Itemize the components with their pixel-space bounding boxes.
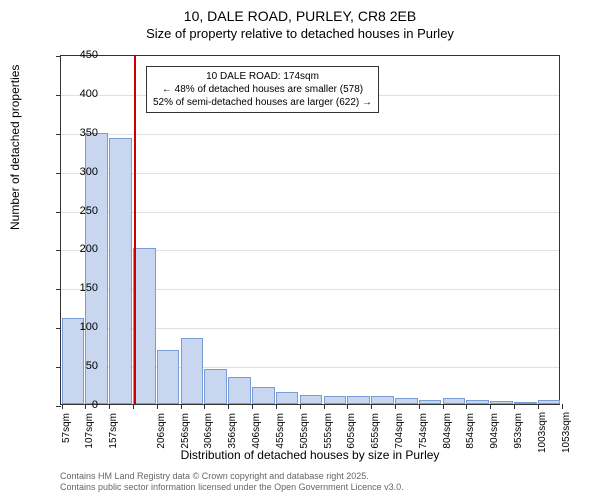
y-tick-mark (56, 95, 61, 96)
x-tick-mark (419, 404, 420, 409)
x-tick-label: 306sqm (203, 413, 214, 453)
y-tick-label: 300 (68, 166, 98, 178)
x-tick-mark (228, 404, 229, 409)
y-tick-mark (56, 289, 61, 290)
histogram-bar (538, 400, 561, 404)
x-tick-mark (538, 404, 539, 409)
y-tick-mark (56, 328, 61, 329)
histogram-bar (252, 387, 275, 404)
histogram-bar (157, 350, 180, 404)
chart-subtitle: Size of property relative to detached ho… (0, 26, 600, 41)
x-tick-mark (562, 404, 563, 409)
y-tick-mark (56, 367, 61, 368)
x-tick-label: 605sqm (346, 413, 357, 453)
annotation-line3: 52% of semi-detached houses are larger (… (153, 96, 372, 109)
histogram-bar (324, 396, 347, 404)
y-tick-mark (56, 406, 61, 407)
property-marker-line (134, 56, 136, 404)
x-tick-label: 754sqm (418, 413, 429, 453)
annotation-line2: ← 48% of detached houses are smaller (57… (153, 83, 372, 96)
title-block: 10, DALE ROAD, PURLEY, CR8 2EB Size of p… (0, 0, 600, 41)
x-tick-mark (133, 404, 134, 409)
y-tick-label: 450 (68, 49, 98, 61)
x-tick-label: 455sqm (275, 413, 286, 453)
x-tick-mark (252, 404, 253, 409)
x-tick-mark (371, 404, 372, 409)
x-tick-mark (109, 404, 110, 409)
y-tick-label: 200 (68, 243, 98, 255)
gridline (61, 134, 559, 135)
x-tick-mark (347, 404, 348, 409)
chart-title-address: 10, DALE ROAD, PURLEY, CR8 2EB (0, 8, 600, 24)
x-tick-mark (466, 404, 467, 409)
chart-container: 10, DALE ROAD, PURLEY, CR8 2EB Size of p… (0, 0, 600, 500)
histogram-bar (490, 401, 513, 404)
x-tick-mark (62, 404, 63, 409)
x-tick-mark (300, 404, 301, 409)
x-tick-mark (514, 404, 515, 409)
histogram-bar (466, 400, 489, 404)
x-tick-mark (276, 404, 277, 409)
histogram-bar (514, 402, 537, 404)
y-tick-label: 400 (68, 88, 98, 100)
y-axis-label: Number of detached properties (8, 65, 22, 230)
x-tick-label: 206sqm (156, 413, 167, 453)
y-tick-mark (56, 212, 61, 213)
histogram-bar (371, 396, 394, 404)
y-tick-label: 50 (68, 360, 98, 372)
histogram-bar (181, 338, 204, 404)
annotation-box: 10 DALE ROAD: 174sqm← 48% of detached ho… (146, 66, 379, 113)
footer-line1: Contains HM Land Registry data © Crown c… (60, 471, 404, 483)
plot-area: 10 DALE ROAD: 174sqm← 48% of detached ho… (60, 55, 560, 405)
x-tick-label: 1003sqm (537, 413, 548, 453)
gridline (61, 173, 559, 174)
x-tick-label: 57sqm (61, 413, 72, 453)
x-tick-label: 953sqm (513, 413, 524, 453)
histogram-bar (204, 369, 227, 404)
y-tick-mark (56, 134, 61, 135)
x-tick-mark (490, 404, 491, 409)
x-tick-label: 854sqm (465, 413, 476, 453)
footer-line2: Contains public sector information licen… (60, 482, 404, 494)
histogram-bar (419, 400, 442, 404)
histogram-bar (443, 398, 466, 404)
histogram-bar (228, 377, 251, 404)
x-tick-mark (181, 404, 182, 409)
x-tick-label: 655sqm (370, 413, 381, 453)
x-tick-mark (443, 404, 444, 409)
x-tick-label: 555sqm (323, 413, 334, 453)
histogram-bar (347, 396, 370, 404)
y-tick-mark (56, 56, 61, 57)
x-tick-label: 704sqm (394, 413, 405, 453)
x-tick-label: 406sqm (251, 413, 262, 453)
x-tick-label: 1053sqm (561, 413, 572, 453)
y-tick-label: 250 (68, 205, 98, 217)
gridline (61, 212, 559, 213)
x-tick-label: 256sqm (180, 413, 191, 453)
histogram-bar (133, 248, 156, 404)
x-tick-label: 157sqm (108, 413, 119, 453)
x-tick-mark (157, 404, 158, 409)
histogram-bar (300, 395, 323, 404)
x-tick-label: 505sqm (299, 413, 310, 453)
y-tick-mark (56, 173, 61, 174)
x-tick-mark (395, 404, 396, 409)
x-tick-label: 107sqm (84, 413, 95, 453)
x-tick-mark (204, 404, 205, 409)
y-tick-label: 100 (68, 321, 98, 333)
histogram-bar (276, 392, 299, 404)
x-tick-label: 356sqm (227, 413, 238, 453)
histogram-bar (109, 138, 132, 404)
y-tick-label: 0 (68, 399, 98, 411)
annotation-line1: 10 DALE ROAD: 174sqm (153, 70, 372, 83)
y-tick-label: 350 (68, 127, 98, 139)
histogram-bar (395, 398, 418, 404)
x-axis-label: Distribution of detached houses by size … (60, 448, 560, 462)
y-tick-mark (56, 250, 61, 251)
x-tick-mark (324, 404, 325, 409)
x-tick-label: 804sqm (442, 413, 453, 453)
y-tick-label: 150 (68, 282, 98, 294)
footer-attribution: Contains HM Land Registry data © Crown c… (60, 471, 404, 494)
x-tick-label: 904sqm (489, 413, 500, 453)
